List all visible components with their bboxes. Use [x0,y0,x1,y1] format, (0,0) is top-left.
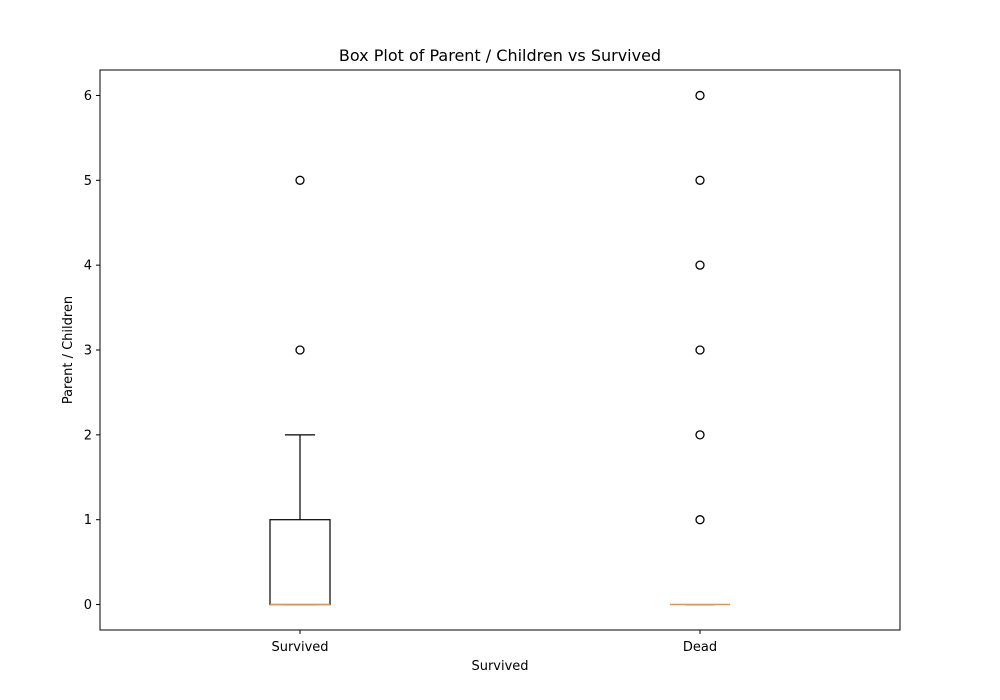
x-axis: Survived Dead [271,630,717,655]
y-tick-label: 3 [84,344,92,359]
outlier-point [295,175,305,185]
outlier-point [695,515,705,525]
outlier-point [695,345,705,355]
y-axis-label: Parent / Children [61,296,76,404]
y-tick-label: 6 [84,89,92,104]
outlier-point [695,430,705,440]
y-tick-label: 0 [84,598,92,613]
outlier-point [695,90,705,101]
x-tick-label: Dead [683,640,717,655]
chart-title: Box Plot of Parent / Children vs Survive… [339,46,661,65]
box-group-survived [269,175,331,606]
plot-area [100,70,900,630]
y-tick-label: 1 [84,513,92,528]
outlier-point [695,260,705,270]
box-group-dead [670,90,730,606]
y-axis: 0 1 2 3 4 5 6 [84,89,100,613]
x-axis-label: Survived [471,659,528,674]
outlier-point [295,345,305,355]
y-tick-label: 4 [84,259,92,274]
x-tick-label: Survived [271,640,328,655]
y-tick-label: 2 [84,428,92,443]
plot-marks [269,90,730,606]
outlier-point [695,175,705,185]
y-tick-label: 5 [84,174,92,189]
